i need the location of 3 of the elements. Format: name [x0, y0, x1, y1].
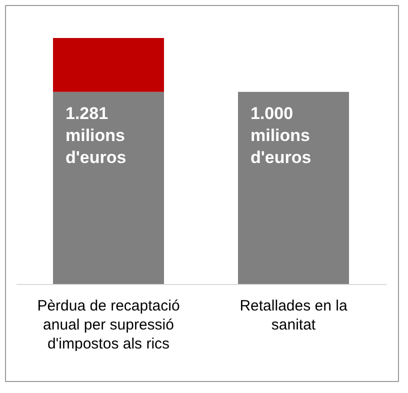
- x-tick-label: Retallades en la sanitat: [240, 298, 348, 334]
- annotation: 1.000 milions d'euros: [250, 104, 312, 167]
- annotation: 1.281 milions d'euros: [66, 104, 126, 167]
